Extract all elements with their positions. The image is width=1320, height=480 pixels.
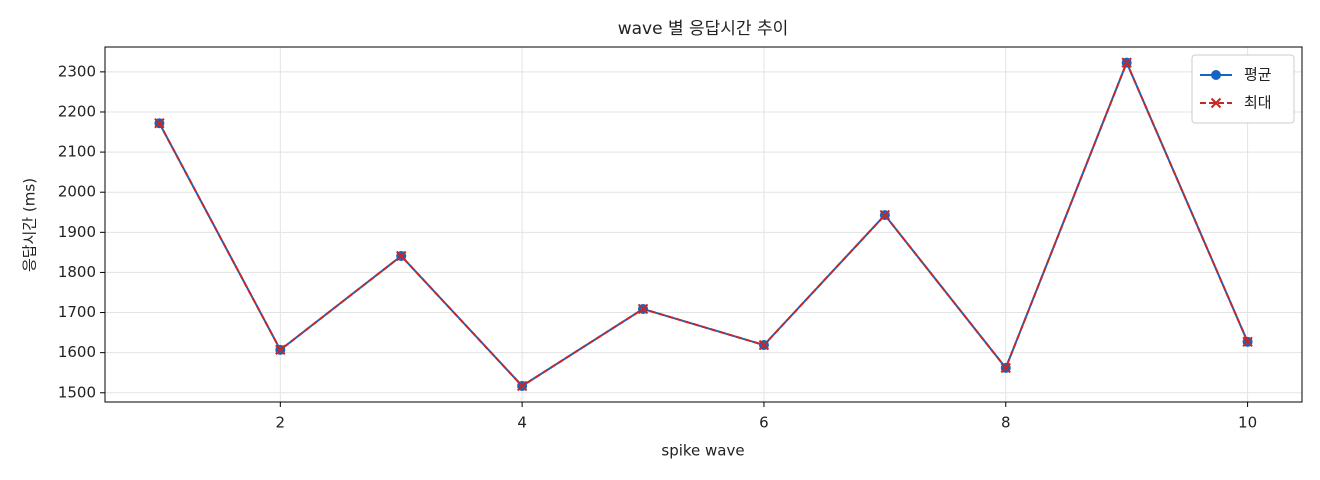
y-tick-label: 1500	[58, 383, 96, 401]
x-axis-label: spike wave	[661, 442, 744, 460]
x-tick-label: 6	[759, 414, 769, 432]
y-tick-label: 1600	[58, 343, 96, 361]
y-axis-label: 응답시간 (ms)	[21, 178, 39, 272]
point	[1121, 57, 1132, 68]
plot-frame	[104, 46, 1303, 403]
chart-title: wave 별 응답시간 추이	[618, 19, 789, 39]
legend-label: 평균	[1244, 66, 1272, 84]
x-tick-label: 4	[517, 414, 527, 432]
y-tick-label: 1700	[58, 303, 96, 321]
point	[516, 380, 528, 392]
point	[1242, 336, 1253, 348]
y-tick-label: 1900	[58, 223, 96, 241]
legend-marker	[1210, 97, 1222, 109]
legend-marker	[1211, 70, 1221, 80]
point	[879, 209, 891, 221]
point	[396, 250, 407, 262]
y-tick-label: 1800	[58, 263, 96, 281]
x-tick-label: 10	[1238, 414, 1257, 432]
series-line	[158, 60, 1249, 388]
point	[637, 303, 649, 315]
x-tick-label: 2	[276, 414, 286, 432]
y-tick-label: 2000	[58, 183, 96, 201]
legend-label: 최대	[1244, 94, 1272, 112]
y-tick-label: 2300	[58, 62, 96, 80]
x-tick-label: 8	[1001, 414, 1011, 432]
y-tick-label: 2200	[58, 102, 96, 120]
legend-box	[1191, 54, 1295, 124]
point	[758, 339, 770, 351]
point	[1000, 362, 1011, 374]
y-tick-label: 2100	[58, 143, 96, 161]
point	[275, 344, 286, 356]
point	[154, 118, 165, 129]
